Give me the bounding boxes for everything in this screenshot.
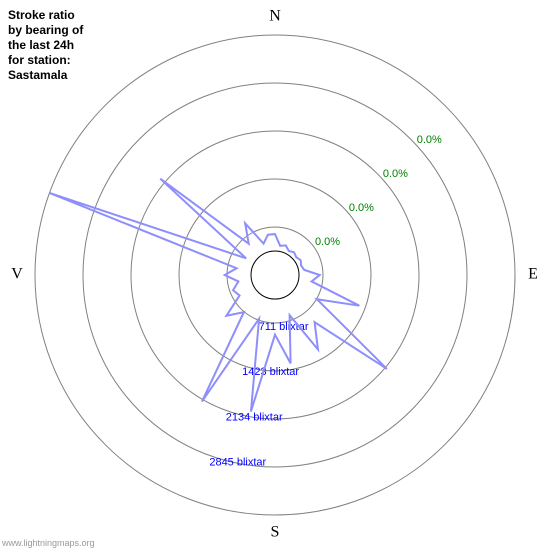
count-label: 1423 blixtar <box>242 366 299 378</box>
dir-E: E <box>528 266 538 283</box>
dir-S: S <box>271 524 280 541</box>
polar-chart: N E S V 0.0% 0.0% 0.0% 0.0% 711 blixtar 1423 blix… <box>0 0 550 550</box>
pct-label: 0.0% <box>349 202 374 214</box>
dir-N: N <box>269 8 281 25</box>
count-label: 2134 blixtar <box>226 411 283 423</box>
count-label: 2845 blixtar <box>209 456 266 468</box>
count-label: 711 blixtar <box>259 321 309 333</box>
pct-label: 0.0% <box>417 134 442 146</box>
center-hole <box>251 251 299 299</box>
pct-label: 0.0% <box>315 236 340 248</box>
dir-V: V <box>11 266 23 283</box>
pct-label: 0.0% <box>383 168 408 180</box>
credit-link[interactable]: www.lightningmaps.org <box>2 538 95 548</box>
stroke-ratio-polygon <box>49 179 386 412</box>
